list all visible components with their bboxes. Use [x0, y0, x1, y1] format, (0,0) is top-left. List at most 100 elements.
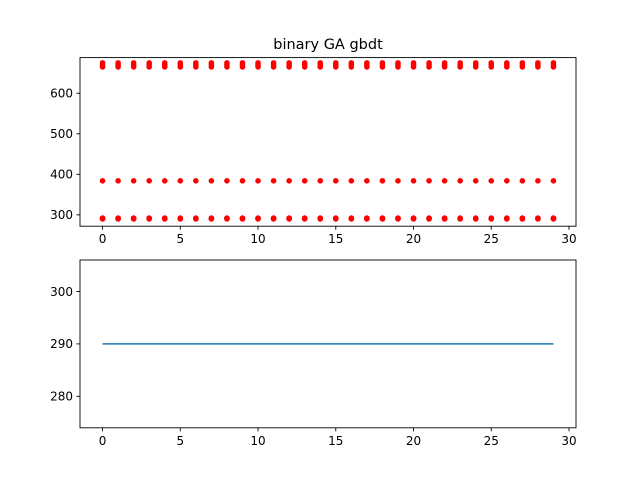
scatter-point	[130, 178, 137, 184]
top-x-tick-label: 0	[99, 232, 107, 246]
scatter-point	[115, 178, 121, 184]
scatter-point	[348, 215, 355, 221]
scatter-point	[99, 215, 106, 221]
scatter-point	[441, 60, 448, 66]
scatter-point	[504, 178, 510, 184]
scatter-point	[208, 60, 215, 66]
scatter-point	[146, 178, 152, 184]
scatter-point	[161, 178, 168, 184]
top-y-tick-label: 500	[50, 127, 73, 141]
scatter-point	[301, 178, 308, 184]
scatter-point	[364, 178, 370, 184]
scatter-point	[193, 60, 199, 66]
scatter-point	[270, 215, 277, 221]
scatter-point	[379, 178, 386, 184]
scatter-point	[395, 215, 401, 221]
bottom-subplot: 0 5 10 15 20 25 30 280 290 300	[50, 259, 577, 448]
scatter-point	[239, 215, 246, 221]
scatter-point	[239, 178, 246, 184]
scatter-point	[146, 60, 152, 66]
scatter-point	[504, 215, 510, 221]
bottom-axis-ticks: 0 5 10 15 20 25 30 280 290 300	[50, 285, 577, 448]
scatter-point	[224, 215, 230, 221]
scatter-point	[301, 215, 308, 221]
scatter-point	[130, 215, 137, 221]
scatter-point	[550, 215, 557, 221]
top-x-tick-label: 30	[561, 232, 576, 246]
scatter-point	[488, 178, 495, 184]
bottom-x-tick-label: 20	[406, 434, 421, 448]
scatter-point	[410, 178, 417, 184]
scatter-point	[395, 60, 401, 66]
scatter-point	[146, 215, 152, 221]
scatter-point	[255, 60, 261, 66]
bottom-x-tick-label: 15	[328, 434, 343, 448]
scatter-point	[519, 60, 526, 66]
scatter-point	[488, 215, 495, 221]
bottom-x-tick-label: 0	[99, 434, 107, 448]
scatter-point	[161, 60, 168, 66]
scatter-point	[332, 215, 339, 221]
scatter-point	[115, 60, 121, 66]
bottom-x-tick-label: 10	[250, 434, 265, 448]
scatter-point	[504, 60, 510, 66]
scatter-point	[348, 60, 355, 66]
top-chart-title: binary GA gbdt	[273, 37, 383, 53]
scatter-point	[457, 215, 463, 221]
scatter-point	[208, 215, 215, 221]
scatter-point	[395, 178, 401, 184]
bottom-y-tick-label: 300	[50, 285, 73, 299]
scatter-point	[332, 60, 339, 66]
scatter-point	[410, 60, 417, 66]
scatter-point	[426, 60, 432, 66]
scatter-point	[519, 215, 526, 221]
scatter-point	[457, 60, 463, 66]
scatter-point	[99, 60, 106, 66]
scatter-point	[317, 178, 324, 184]
bottom-y-tick-label: 290	[50, 337, 73, 351]
scatter-point	[177, 178, 184, 184]
scatter-point	[255, 178, 261, 184]
scatter-point	[286, 178, 292, 184]
top-x-tick-label: 10	[250, 232, 265, 246]
scatter-point	[348, 178, 355, 184]
scatter-point	[535, 178, 541, 184]
scatter-point	[535, 215, 541, 221]
top-x-tick-label: 5	[176, 232, 184, 246]
bottom-y-tick-label: 280	[50, 390, 73, 404]
scatter-point	[224, 178, 230, 184]
scatter-point	[317, 215, 324, 221]
scatter-point	[193, 215, 199, 221]
scatter-point	[286, 60, 292, 66]
scatter-point	[379, 60, 386, 66]
scatter-point	[208, 178, 215, 184]
top-axis-ticks: 0 5 10 15 20 25 30 300 400 500 600	[50, 87, 577, 247]
scatter-point	[270, 60, 277, 66]
scatter-point	[519, 178, 526, 184]
scatter-point	[426, 178, 432, 184]
scatter-point	[410, 215, 417, 221]
scatter-point	[441, 178, 448, 184]
top-plot-frame	[79, 57, 577, 227]
scatter-point	[472, 178, 479, 184]
scatter-point	[332, 178, 339, 184]
scatter-point	[115, 215, 121, 221]
scatter-point	[255, 215, 261, 221]
scatter-point	[317, 60, 324, 66]
top-y-tick-label: 400	[50, 168, 73, 182]
scatter-point	[535, 60, 541, 66]
scatter-point	[224, 60, 230, 66]
scatter-point	[379, 215, 386, 221]
scatter-point	[472, 215, 479, 221]
scatter-point	[364, 215, 370, 221]
scatter-point	[488, 60, 495, 66]
scatter-point	[270, 178, 277, 184]
bottom-x-tick-label: 25	[484, 434, 499, 448]
scatter-point	[130, 60, 137, 66]
scatter-point	[441, 215, 448, 221]
top-scatter-points	[99, 60, 557, 222]
scatter-point	[161, 215, 168, 221]
scatter-point	[99, 178, 106, 184]
